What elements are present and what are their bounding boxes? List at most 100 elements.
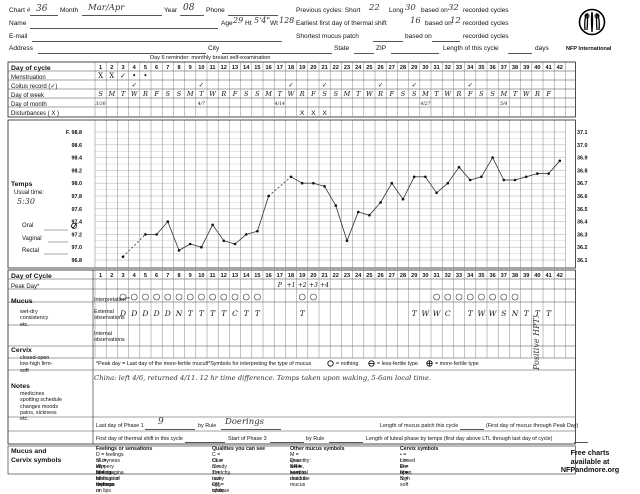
day-number-cell: 7 [166, 65, 169, 71]
interpretation-circle [130, 293, 138, 301]
temp-point [401, 197, 405, 201]
temp-block-frame [7, 119, 576, 269]
usual-time-value[interactable]: 5:30 [17, 197, 35, 206]
last-day-phase1-value[interactable]: 9 [158, 417, 164, 427]
coitus-cell: ✓ [378, 82, 383, 89]
positive-hpt-note[interactable]: Positive HPT! [532, 314, 541, 370]
oral-check-icon [70, 222, 78, 229]
peak-day-label: Peak Day* [11, 284, 40, 290]
interpretation-circle [198, 293, 205, 301]
temp-line-segment [324, 186, 337, 206]
weekday-cell: F [153, 90, 159, 98]
temp-line-segment [223, 240, 236, 245]
temp-point [144, 233, 147, 236]
month-value[interactable]: Mar/Apr [88, 3, 125, 13]
weekday-cell: S [490, 90, 495, 98]
temp-line-segment [122, 234, 146, 258]
temp-point [368, 213, 371, 217]
external-observation-cell: D [130, 309, 137, 318]
weekday-cell: S [412, 90, 417, 98]
coitus-cell: ✓ [199, 82, 204, 89]
day-number-cell: 32 [445, 65, 451, 71]
weekday-cell: S [244, 90, 249, 98]
day-number-cell-2: 33 [456, 273, 462, 279]
weight-value[interactable]: 128 [279, 16, 295, 25]
free-charts-note[interactable]: Free charts available at NFPandmore.org [560, 448, 620, 474]
earliest-thermal-value[interactable]: 16 [410, 16, 421, 26]
weekday-cell: W [523, 90, 531, 98]
email-label: E-mail [9, 33, 28, 40]
year-value[interactable]: 08 [183, 3, 195, 13]
less-fertile-icon [368, 360, 375, 367]
rule-value[interactable]: Doerings [225, 417, 265, 427]
qualities-line-2: S = stretchy, raw-egg-white [212, 464, 232, 494]
based-on-label-3: based on [405, 33, 432, 40]
prev-long-value[interactable]: 30 [405, 3, 416, 13]
temp-line-segment [335, 205, 348, 241]
external-observation-cell: D [153, 309, 160, 318]
weekday-cell: R [220, 90, 226, 98]
day-number-cell: 28 [400, 65, 406, 71]
peak-day-cell: P [277, 282, 283, 289]
day-number-cell: 29 [411, 65, 417, 71]
external-observation-cell: T [524, 309, 530, 318]
day-number-cell: 21 [321, 65, 327, 71]
month-day-cell: 4/27 [419, 101, 430, 107]
day-number-cell-2: 7 [166, 273, 169, 279]
notes-handwritten-text[interactable]: China: left 4/6, returned 4/11. 12 hr ti… [94, 374, 432, 382]
day-of-week-label: Day of week [11, 93, 45, 99]
earliest-thermal-label: Earliest first day of thermal shift [296, 20, 387, 27]
year-label: Year [164, 7, 178, 14]
weekday-cell: M [499, 90, 507, 98]
weekday-cell: W [209, 90, 217, 98]
interpretation-circle [153, 293, 160, 301]
temp-line-segment [234, 234, 247, 245]
day-number-cell: 36 [489, 65, 495, 71]
external-observation-cell: T [412, 309, 418, 318]
qualities-line-1: CL = cloudy [212, 458, 227, 470]
by-rule-label-2: by Rule [306, 436, 325, 442]
menstruation-label: Menstruation [11, 75, 46, 81]
day-number-cell: 38 [512, 65, 518, 71]
day-number-cell: 20 [310, 65, 316, 71]
day-number-cell-2: 1 [99, 273, 102, 279]
month-day-cell: 3/30 [96, 101, 106, 107]
based-on-value[interactable]: 32 [448, 3, 459, 13]
day-of-month-label: Day of month [11, 102, 47, 108]
prev-short-value[interactable]: 22 [369, 3, 380, 13]
interpretation-label: Interpretation** [94, 297, 130, 303]
nothing-circle-icon [327, 360, 334, 367]
temp-point [121, 255, 125, 259]
day-number-cell-2: 41 [545, 273, 551, 279]
day-number-cell-2: 25 [366, 273, 372, 279]
temp-point [379, 201, 382, 204]
external-observation-cell: W [489, 309, 498, 318]
temp-point [502, 178, 506, 182]
temp-scale-c-label: 37.1 [577, 130, 588, 136]
interpretation-circle [444, 293, 452, 301]
height-value[interactable]: 5'4" [254, 16, 271, 25]
temps-label: Temps [11, 181, 33, 188]
day-number-cell-2: 38 [512, 273, 518, 279]
based-on-value-2[interactable]: 12 [450, 16, 461, 26]
temp-line-segment [346, 211, 359, 241]
interpretation-circle [455, 293, 463, 301]
temp-line-segment [425, 176, 437, 194]
day-number-cell: 4 [133, 65, 137, 71]
age-value[interactable]: 29 [233, 16, 244, 25]
day-number-cell-2: 26 [377, 273, 383, 279]
day-number-cell-2: 17 [277, 273, 283, 279]
temp-line-segment [402, 176, 415, 200]
weekday-cell: R [377, 90, 383, 98]
day-number-cell-2: 40 [534, 273, 540, 279]
temp-point [155, 233, 158, 236]
breast-exam-reminder: Day 6 reminder: monthly breast self-exam… [150, 55, 271, 61]
month-day-cell: 4/7 [197, 101, 205, 107]
chart-number-value[interactable]: 36 [36, 4, 48, 14]
coitus-label: Coitus record (✓) [11, 84, 58, 90]
day-number-cell: 41 [545, 65, 551, 71]
day-number-cell-2: 12 [221, 273, 227, 279]
weekday-cell: T [434, 90, 439, 98]
day-number-cell: 6 [155, 65, 158, 71]
day-number-cell-2: 29 [411, 273, 417, 279]
